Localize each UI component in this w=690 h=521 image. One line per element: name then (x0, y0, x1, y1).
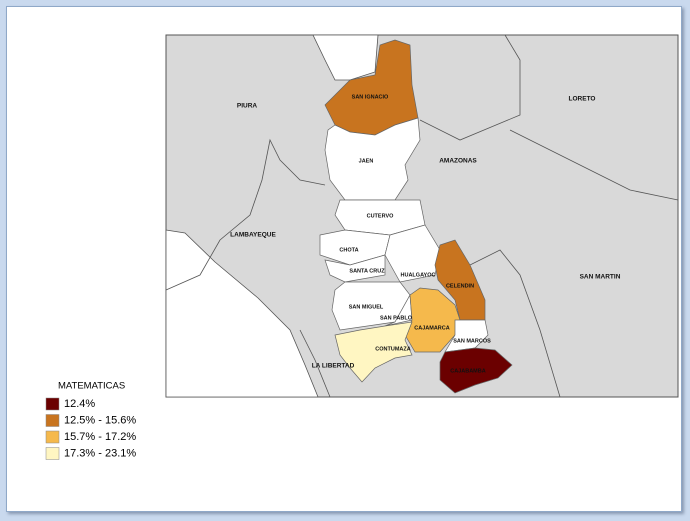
department-borders (165, 34, 679, 398)
province-label: CUTERVO (367, 213, 395, 219)
province-label: SAN MIGUEL (349, 304, 384, 310)
neighbor-label: SAN MARTIN (580, 274, 621, 281)
legend-title: MATEMATICAS (58, 381, 125, 392)
neighbor-label: LORETO (569, 96, 596, 103)
province-label: CELENDIN (446, 283, 474, 289)
province-label: JAEN (359, 158, 374, 164)
legend-label: 17.3% - 23.1% (64, 447, 136, 459)
province (324, 117, 421, 201)
province (439, 347, 513, 394)
province (324, 254, 386, 283)
province-label: SAN PABLO (380, 315, 413, 321)
province-label: CHOTA (339, 247, 358, 253)
legend-label: 12.5% - 15.6% (64, 414, 136, 426)
province (334, 321, 413, 383)
neighbor-label: PIURA (237, 103, 258, 110)
legend-swatch (45, 397, 60, 411)
legend-label: 12.4% (64, 398, 95, 410)
provinces (319, 39, 513, 394)
province-label: SAN MARCOS (453, 338, 491, 344)
legend-label: 15.7% - 17.2% (64, 431, 136, 443)
province-label: HUALGAYOC (401, 272, 436, 278)
neighbor-label: LA LIBERTAD (312, 363, 355, 370)
province (384, 224, 441, 283)
province-label: CONTUMAZA (375, 346, 410, 352)
province-label: SANTA CRUZ (349, 268, 385, 274)
neighbor-label: LAMBAYEQUE (230, 232, 276, 239)
legend-swatch (45, 414, 60, 427)
province-label: SAN IGNACIO (352, 94, 389, 100)
province-label: CAJAMARCA (414, 325, 449, 331)
ocean (165, 229, 319, 398)
neighbor-label: AMAZONAS (439, 158, 477, 165)
legend-swatch (45, 447, 60, 460)
province-label: CAJABAMBA (450, 368, 485, 374)
labels: SAN IGNACIO JAEN CUTERVO CHOTA SANTA CRUZ HUA… (230, 94, 621, 374)
legend: MATEMATICAS 12.4% 12.5% - 15.6% 15.7% - 17.… (45, 381, 136, 460)
legend-swatch (45, 430, 60, 444)
